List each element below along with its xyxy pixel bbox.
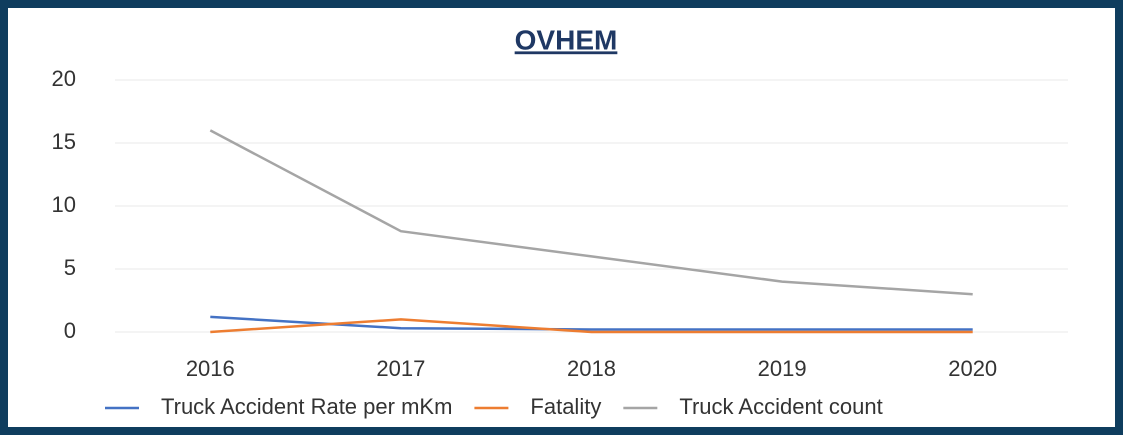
x-tick-label: 2017 (376, 356, 425, 381)
y-tick-label: 15 (52, 129, 76, 154)
x-tick-label: 2016 (186, 356, 235, 381)
chart-title: OVHEM (515, 24, 618, 55)
x-tick-label: 2020 (948, 356, 997, 381)
x-tick-label: 2018 (567, 356, 616, 381)
y-tick-label: 10 (52, 192, 76, 217)
series-line (209, 129, 973, 296)
legend-label: Fatality (530, 394, 601, 419)
series-line (210, 318, 973, 334)
x-tick-label: 2019 (758, 356, 807, 381)
y-tick-label: 20 (52, 66, 76, 91)
y-tick-label: 5 (64, 255, 76, 280)
legend-label: Truck Accident Rate per mKm (161, 394, 452, 419)
y-tick-label: 0 (64, 318, 76, 343)
chart-background (8, 8, 1115, 427)
legend-label: Truck Accident count (679, 394, 882, 419)
